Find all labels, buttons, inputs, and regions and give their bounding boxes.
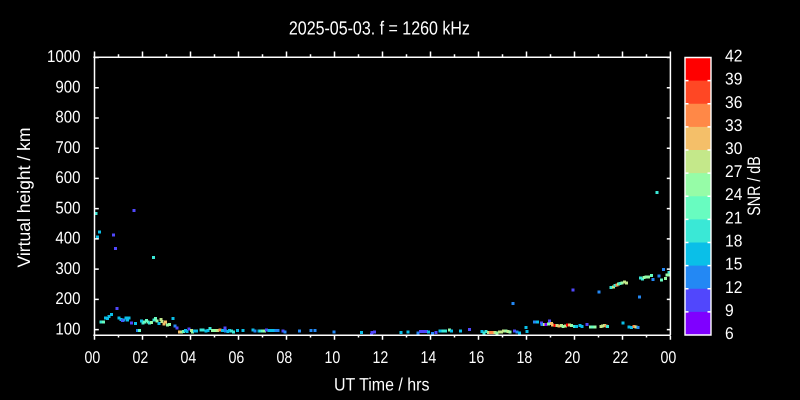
svg-text:36: 36 [725, 93, 742, 112]
svg-text:2025-05-03. f = 1260 kHz: 2025-05-03. f = 1260 kHz [289, 19, 470, 40]
svg-text:900: 900 [55, 77, 80, 96]
svg-text:200: 200 [55, 289, 80, 308]
svg-text:27: 27 [725, 162, 742, 181]
svg-text:600: 600 [55, 168, 80, 187]
svg-text:10: 10 [325, 348, 341, 367]
svg-text:22: 22 [613, 348, 629, 367]
svg-text:24: 24 [725, 185, 742, 204]
svg-text:1000: 1000 [47, 47, 81, 66]
svg-text:18: 18 [725, 232, 742, 251]
svg-text:100: 100 [55, 319, 80, 338]
svg-text:33: 33 [725, 116, 742, 135]
svg-text:02: 02 [133, 348, 149, 367]
svg-text:42: 42 [725, 47, 742, 66]
svg-text:15: 15 [725, 255, 742, 274]
svg-text:700: 700 [55, 138, 80, 157]
svg-text:39: 39 [725, 70, 742, 89]
svg-text:12: 12 [373, 348, 389, 367]
svg-text:00: 00 [85, 348, 101, 367]
svg-text:500: 500 [55, 198, 80, 217]
svg-text:08: 08 [277, 348, 293, 367]
svg-text:800: 800 [55, 108, 80, 127]
svg-text:20: 20 [565, 348, 581, 367]
svg-text:00: 00 [661, 348, 677, 367]
svg-text:Virtual height / km: Virtual height / km [14, 128, 34, 268]
svg-text:9: 9 [725, 301, 734, 320]
svg-text:UT Time / hrs: UT Time / hrs [334, 375, 430, 395]
svg-text:12: 12 [725, 278, 742, 297]
svg-text:SNR / dB: SNR / dB [744, 156, 764, 216]
svg-text:16: 16 [469, 348, 485, 367]
svg-text:21: 21 [725, 208, 742, 227]
svg-text:300: 300 [55, 259, 80, 278]
svg-text:6: 6 [725, 324, 734, 343]
svg-text:30: 30 [725, 139, 742, 158]
svg-text:04: 04 [181, 348, 197, 367]
svg-text:18: 18 [517, 348, 533, 367]
svg-text:14: 14 [421, 348, 437, 367]
svg-text:400: 400 [55, 229, 80, 248]
svg-text:06: 06 [229, 348, 245, 367]
